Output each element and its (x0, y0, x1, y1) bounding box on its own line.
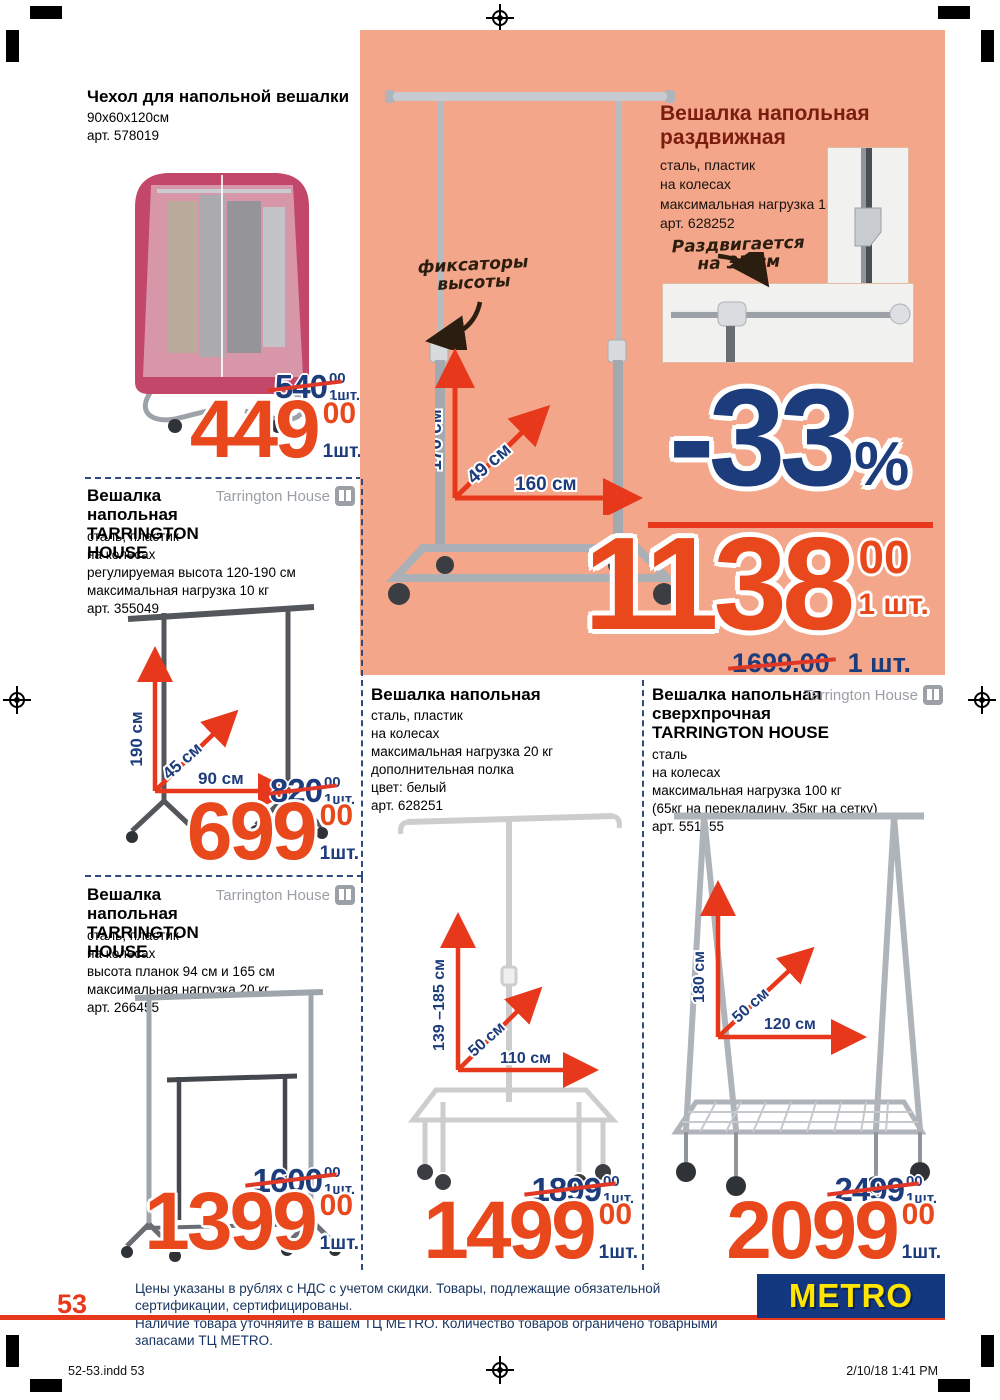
old-price: 1699.00 1 шт. (732, 648, 911, 678)
discount-badge: -33 % (668, 361, 910, 515)
price: 1138 00 1 шт. (584, 510, 929, 657)
product-image-white-rack (398, 813, 622, 1190)
price: 1499 00 1шт. (423, 1185, 638, 1276)
product-image-cover-rack (135, 173, 309, 433)
product-title: Вешалка напольная раздвижная (660, 102, 870, 149)
price: 699 00 1шт. (186, 786, 359, 877)
callout-arrow-icon (717, 252, 770, 288)
registration-mark-icon (486, 4, 514, 32)
brand-logo: Tarrington House (804, 685, 943, 705)
svg-text:110 см: 110 см (500, 1050, 551, 1067)
svg-text:90 см: 90 см (198, 769, 244, 788)
old-price: 2499 00 1шт. (826, 1173, 937, 1206)
dim-diagonal: 49 см (463, 439, 515, 488)
product-card-266455: Вешалка напольная TARRINGTON HOUSE Tarri… (85, 877, 363, 1270)
crop-mark (30, 1379, 62, 1392)
product-image-double-rack (121, 989, 341, 1262)
brand-logo: Tarrington House (216, 885, 355, 905)
product-specs: сталь, пластик на колесах максимальная н… (660, 157, 849, 231)
crop-mark (938, 1379, 970, 1392)
product-title: Чехол для напольной вешалки (87, 87, 350, 106)
registration-mark-icon (486, 1356, 514, 1384)
crop-mark (6, 1335, 19, 1367)
brand-logo: Tarrington House (216, 486, 355, 506)
wardrobe-icon (335, 885, 355, 905)
old-price: 1899 00 1шт. (523, 1173, 634, 1206)
brand-name: Tarrington House (803, 686, 918, 704)
product-spec: арт. 578019 (87, 128, 159, 144)
price: 2099 00 1шт. (726, 1185, 941, 1276)
brand-name: Tarrington House (215, 886, 330, 904)
registration-mark-icon (3, 686, 31, 714)
svg-text:190 см: 190 см (127, 711, 146, 766)
product-image-rack (126, 604, 328, 845)
legal-text: Цены указаны в рублях с НДС с учетом ски… (135, 1281, 718, 1348)
wardrobe-icon (335, 486, 355, 506)
dimension-arrows: 170 см 49 см 160 см (435, 348, 643, 515)
product-title: Вешалка напольная сверхпрочная TARRINGTO… (652, 685, 829, 743)
product-card-551655: Вешалка напольная сверхпрочная TARRINGTO… (652, 685, 943, 1276)
product-card-355049: Вешалка напольная TARRINGTON HOUSE Tarri… (85, 479, 363, 877)
product-spec: 90x60x120см (87, 110, 170, 125)
crop-mark (981, 30, 994, 62)
crop-mark (6, 30, 19, 62)
detail-inset-pole (828, 148, 908, 284)
crop-mark (981, 1335, 994, 1367)
callout-arrow-icon (425, 301, 483, 350)
print-filename: 52-53.indd 53 (68, 1364, 145, 1378)
dim-vertical: 170 см (435, 409, 446, 471)
crop-mark (30, 6, 62, 19)
crop-mark (938, 6, 970, 19)
page-number: 53 (57, 1289, 88, 1319)
old-price: 820 00 1шт. (261, 774, 355, 807)
detail-inset-rail (663, 284, 913, 362)
promo-panel: Вешалка напольная раздвижная сталь, плас… (360, 30, 945, 678)
dimension-arrows: 190 см 45 см 90 см (125, 646, 294, 809)
print-timestamp: 2/10/18 1:41 PM (846, 1364, 938, 1378)
product-title: Вешалка напольная TARRINGTON HOUSE (87, 885, 199, 962)
product-card-cover: Чехол для напольной вешалки 90x60x120см … (85, 85, 362, 479)
product-card-628251: Вешалка напольная сталь, пластик на коле… (363, 680, 644, 1276)
registration-mark-icon (968, 686, 996, 714)
brand-name: Tarrington House (215, 487, 330, 505)
price: 449 00 1шт. (189, 384, 362, 475)
product-image-heavy-rack (671, 812, 930, 1196)
svg-text:180 см: 180 см (691, 951, 708, 1003)
footer-rule (0, 1315, 945, 1320)
divider-line (648, 522, 933, 528)
dim-horizontal: 160 см (515, 474, 577, 495)
dimension-arrows: 139 –185 см 50 см 110 см (429, 912, 599, 1088)
wardrobe-icon (923, 685, 943, 705)
old-price: 540 00 1шт. (266, 370, 360, 403)
metro-logo: METRO (757, 1274, 945, 1318)
dimension-arrows: 180 см 50 см 120 см (689, 880, 867, 1055)
svg-text:139 –185 см: 139 –185 см (431, 959, 448, 1051)
product-title: Вешалка напольная (371, 685, 541, 704)
old-price: 1600 00 1шт. (244, 1164, 355, 1197)
product-title: Вешалка напольная TARRINGTON HOUSE (87, 486, 199, 563)
price: 1399 00 1шт. (144, 1176, 359, 1267)
callout-height-lockers: фиксаторы высоты (417, 252, 529, 296)
svg-text:120 см: 120 см (764, 1016, 816, 1033)
